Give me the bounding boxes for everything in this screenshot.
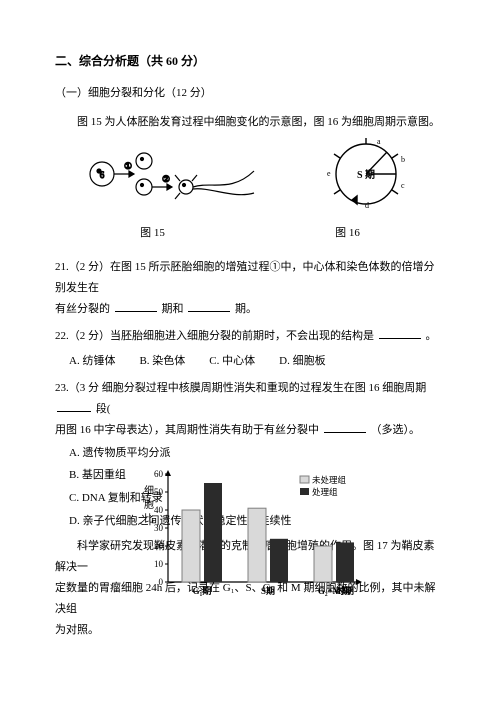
fig16-caption: 图 16 xyxy=(335,223,360,244)
svg-text:50: 50 xyxy=(154,487,164,497)
q21-text-a: 21.（2 分）在图 15 所示胚胎细胞的增殖过程①中，中心体和染色体数的倍增分… xyxy=(55,261,435,294)
fig16-center-label: S 期 xyxy=(357,168,375,181)
fig15-node-label: 6 xyxy=(100,170,105,180)
question-23: 23.（3 分 细胞分裂过程中核膜周期性消失和重现的过程发生在图 16 细胞周期… xyxy=(55,378,445,441)
figure-16: S 期 a b c d e xyxy=(319,138,414,210)
q21-text-c: 期和 xyxy=(162,303,184,315)
q23-text-b: 段( xyxy=(96,403,111,415)
fig16-label-c: c xyxy=(401,181,405,190)
svg-text:时期: 时期 xyxy=(336,585,354,596)
fig15-caption: 图 15 xyxy=(140,223,165,244)
fig16-label-d: d xyxy=(365,201,369,210)
q21-blank-2[interactable] xyxy=(188,300,230,312)
figure-intro: 图 15 为人体胚胎发育过程中细胞变化的示意图，图 16 为细胞周期示意图。 xyxy=(55,112,445,133)
svg-text:20: 20 xyxy=(154,541,164,551)
paragraph-line-3: 为对照。 xyxy=(55,620,445,641)
svg-text:60: 60 xyxy=(154,469,164,479)
q22-blank[interactable] xyxy=(379,327,421,339)
svg-text:比: 比 xyxy=(144,513,154,525)
figure-15: 6 ① ② xyxy=(86,141,256,207)
q21-blank-1[interactable] xyxy=(115,300,157,312)
svg-text:S期: S期 xyxy=(261,585,275,596)
q23-blank-2[interactable] xyxy=(324,421,366,433)
q22-option-b: B. 染色体 xyxy=(139,351,185,372)
q23-option-a: A. 遗传物质平均分派 xyxy=(69,443,445,464)
figure-17-chart: 6050403020100细胞比G₁期S期G₂+M期时期未处理组处理组 xyxy=(140,466,380,606)
question-21: 21.（2 分）在图 15 所示胚胎细胞的增殖过程①中，中心体和染色体数的倍增分… xyxy=(55,257,445,320)
figure-row: 6 ① ② xyxy=(55,139,445,209)
svg-text:胞: 胞 xyxy=(144,499,154,511)
q23-blank-1[interactable] xyxy=(57,400,91,412)
subsection-title: （一）细胞分裂和分化（12 分） xyxy=(55,83,445,104)
q23-text-c: 用图 16 中字母表达），其周期性消失有助于有丝分裂中 xyxy=(55,424,319,436)
svg-text:G₁期: G₁期 xyxy=(193,585,212,596)
q22-text-a: 22.（2 分）当胚胎细胞进入细胞分裂的前期时，不会出现的结构是 xyxy=(55,330,374,342)
q22-options: A. 纺锤体 B. 染色体 C. 中心体 D. 细胞板 xyxy=(69,351,445,372)
fig15-arrow2-label: ② xyxy=(162,174,170,184)
fig16-label-b: b xyxy=(401,155,405,164)
svg-text:处理组: 处理组 xyxy=(312,487,338,497)
q22-option-a: A. 纺锤体 xyxy=(69,351,115,372)
section-title: 二、综合分析题（共 60 分） xyxy=(55,50,445,73)
subsection-label: （一）细胞分裂和分化（12 分） xyxy=(55,87,212,99)
q23-text-a: 23.（3 分 细胞分裂过程中核膜周期性消失和重现的过程发生在图 16 细胞周期 xyxy=(55,382,426,394)
svg-text:40: 40 xyxy=(154,505,164,515)
q22-text-b: 。 xyxy=(426,330,437,342)
fig15-arrow1-label: ① xyxy=(124,161,132,171)
q22-option-d: D. 细胞板 xyxy=(279,351,325,372)
question-22: 22.（2 分）当胚胎细胞进入细胞分裂的前期时，不会出现的结构是 。 xyxy=(55,326,445,347)
svg-text:30: 30 xyxy=(154,523,164,533)
q21-text-d: 期。 xyxy=(235,303,257,315)
svg-text:0: 0 xyxy=(159,577,164,587)
fig16-label-e: e xyxy=(327,169,331,178)
caption-row: 图 15 图 16 xyxy=(55,223,445,244)
q22-option-c: C. 中心体 xyxy=(209,351,255,372)
svg-text:未处理组: 未处理组 xyxy=(312,475,347,485)
svg-text:10: 10 xyxy=(154,559,164,569)
svg-text:细: 细 xyxy=(144,484,154,497)
fig16-label-a: a xyxy=(377,138,381,146)
q21-text-b: 有丝分裂的 xyxy=(55,303,110,315)
q23-text-d: （多选）。 xyxy=(371,424,421,436)
